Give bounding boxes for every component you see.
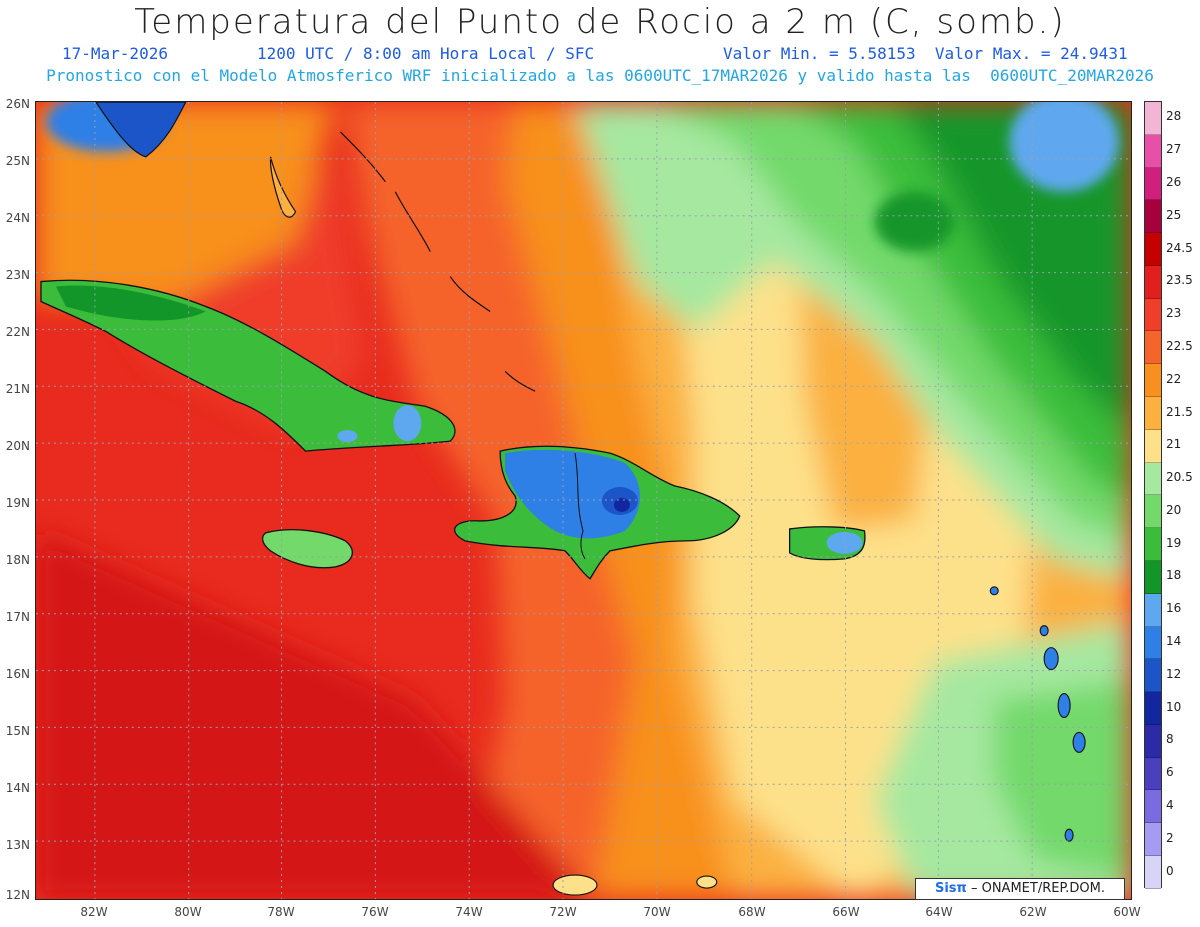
lon-label: 78W — [267, 905, 295, 919]
model-info: Pronostico con el Modelo Atmosferico WRF… — [46, 66, 1154, 85]
lon-label: 76W — [361, 905, 389, 919]
color-scale-label: 10 — [1166, 699, 1182, 714]
color-scale-label: 0 — [1166, 863, 1174, 878]
lon-label: 60W — [1113, 905, 1141, 919]
color-swatch — [1145, 364, 1161, 398]
color-scale-label: 16 — [1166, 601, 1182, 616]
lat-label: 12N — [5, 888, 30, 902]
lat-label: 21N — [5, 382, 30, 396]
color-swatch — [1145, 167, 1161, 201]
hispaniola-landmass — [453, 445, 741, 580]
color-swatch — [1145, 495, 1161, 529]
lesser-antilles — [989, 586, 1086, 842]
lon-label: 64W — [925, 905, 953, 919]
lon-label: 66W — [832, 905, 860, 919]
color-swatch — [1145, 200, 1161, 234]
color-swatch — [1145, 659, 1161, 693]
color-swatch — [1145, 397, 1161, 430]
color-scale-label: 23.5 — [1166, 273, 1193, 288]
lon-label: 80W — [174, 905, 202, 919]
color-swatch — [1145, 626, 1161, 660]
min-max-values: Valor Min. = 5.58153 Valor Max. = 24.943… — [723, 44, 1128, 63]
cuba-landmass — [40, 279, 456, 452]
color-swatch — [1145, 855, 1161, 889]
color-scale-label: 20 — [1166, 502, 1182, 517]
lat-label: 26N — [5, 97, 30, 111]
lat-label: 25N — [5, 154, 30, 168]
map-title: Temperatura del Punto de Rocio a 2 m (C,… — [134, 2, 1066, 42]
color-swatch — [1145, 593, 1161, 627]
color-scale-label: 12 — [1166, 666, 1182, 681]
lat-label: 14N — [5, 781, 30, 795]
subtitle-row: 17-Mar-2026 1200 UTC / 8:00 am Hora Loca… — [0, 44, 1200, 66]
color-scale-label: 2 — [1166, 830, 1174, 845]
color-swatch — [1145, 233, 1161, 266]
color-scale-label: 21 — [1166, 437, 1182, 452]
credit-text: – ONAMET/REP.DOM. — [970, 881, 1105, 896]
color-scale-label: 22 — [1166, 371, 1182, 386]
color-scale-label: 4 — [1166, 798, 1174, 813]
puerto-rico-landmass — [788, 526, 866, 561]
lat-label: 15N — [5, 724, 30, 738]
color-scale-label: 14 — [1166, 634, 1182, 649]
forecast-time: 1200 UTC / 8:00 am Hora Local / SFC — [257, 44, 595, 63]
dewpoint-map — [35, 101, 1132, 900]
color-scale-label: 27 — [1166, 142, 1182, 157]
color-scale-label: 28 — [1166, 109, 1182, 124]
lat-label: 20N — [5, 439, 30, 453]
color-swatch — [1145, 462, 1161, 496]
color-swatch — [1145, 429, 1161, 463]
color-scale-bar — [1144, 101, 1162, 889]
color-swatch — [1145, 528, 1161, 561]
color-swatch — [1145, 102, 1161, 135]
color-scale-label: 6 — [1166, 765, 1174, 780]
color-swatch — [1145, 265, 1161, 299]
color-swatch — [1145, 724, 1161, 758]
lat-label: 17N — [5, 610, 30, 624]
lat-label: 23N — [5, 268, 30, 282]
lon-label: 70W — [643, 905, 671, 919]
color-scale-label: 23 — [1166, 306, 1182, 321]
forecast-date: 17-Mar-2026 — [62, 44, 168, 63]
lat-label: 22N — [5, 325, 30, 339]
lat-label: 18N — [5, 553, 30, 567]
color-swatch — [1145, 298, 1161, 332]
color-scale-label: 26 — [1166, 174, 1182, 189]
color-scale-label: 8 — [1166, 732, 1174, 747]
lat-label: 16N — [5, 667, 30, 681]
color-scale-label: 19 — [1166, 535, 1182, 550]
color-swatch — [1145, 692, 1161, 725]
lon-label: 68W — [738, 905, 766, 919]
color-swatch — [1145, 134, 1161, 168]
lat-label: 13N — [5, 838, 30, 852]
color-scale-label: 20.5 — [1166, 470, 1193, 485]
color-scale-label: 25 — [1166, 207, 1182, 222]
south-islands — [552, 874, 718, 896]
lon-label: 74W — [455, 905, 483, 919]
color-scale-label: 22.5 — [1166, 338, 1193, 353]
color-scale-label: 21.5 — [1166, 404, 1193, 419]
color-scale-label: 24.5 — [1166, 240, 1193, 255]
color-swatch — [1145, 757, 1161, 791]
color-swatch — [1145, 560, 1161, 594]
lat-label: 24N — [5, 211, 30, 225]
color-swatch — [1145, 823, 1161, 856]
lon-label: 62W — [1019, 905, 1047, 919]
graticule — [36, 102, 1131, 899]
color-swatch — [1145, 331, 1161, 365]
florida-landmass — [95, 102, 187, 158]
lon-label: 72W — [549, 905, 577, 919]
lon-label: 82W — [80, 905, 108, 919]
credit-box: Sisπ – ONAMET/REP.DOM. — [915, 878, 1125, 900]
jamaica-landmass — [261, 529, 353, 569]
brand-logo-text: Sisπ — [934, 881, 967, 896]
color-swatch — [1145, 790, 1161, 824]
color-scale-label: 18 — [1166, 568, 1182, 583]
lat-label: 19N — [5, 496, 30, 510]
